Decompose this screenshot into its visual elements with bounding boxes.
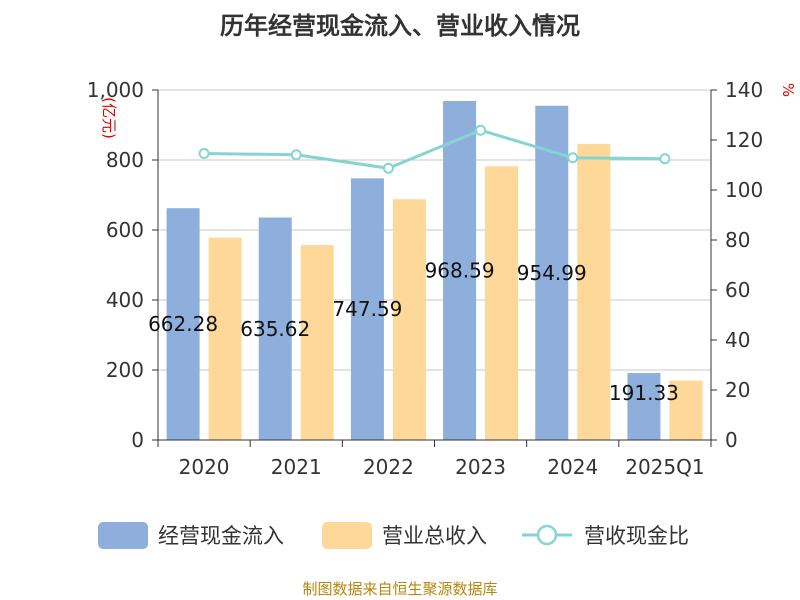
left-axis-tick-label: 800 bbox=[106, 148, 144, 172]
left-axis-tick-label: 200 bbox=[106, 358, 144, 382]
x-axis-tick-label: 2021 bbox=[271, 455, 322, 479]
x-axis-tick-label: 2023 bbox=[455, 455, 506, 479]
legend-swatch-营业总收入 bbox=[322, 522, 372, 549]
line-point-2023 bbox=[475, 124, 487, 136]
bar-经营现金流入-2021 bbox=[258, 217, 292, 440]
bar-营业总收入-2023 bbox=[485, 166, 519, 441]
ratio-line bbox=[198, 124, 671, 174]
data-label-2020: 662.28 bbox=[148, 312, 218, 336]
bar-营业总收入-2020 bbox=[208, 237, 242, 440]
data-label-2023: 968.59 bbox=[425, 258, 495, 282]
right-axis-tick-label: 80 bbox=[725, 228, 750, 252]
right-axis-tick-label: 100 bbox=[725, 178, 763, 202]
right-axis-tick-label: 40 bbox=[725, 328, 750, 352]
right-axis-tick-label: 140 bbox=[725, 78, 763, 102]
data-labels: 662.28 635.62 747.59 968.59 954.99 191.33 bbox=[148, 258, 679, 405]
right-axis-tick-label: 0 bbox=[725, 428, 738, 452]
legend: 经营现金流入 营业总收入 营收现金比 bbox=[98, 522, 689, 549]
legend-label: 营业总收入 bbox=[382, 524, 487, 548]
x-axis-tick-label: 2025Q1 bbox=[625, 455, 704, 479]
line-point-2020 bbox=[198, 148, 210, 159]
right-axis-tick-label: 120 bbox=[725, 128, 763, 152]
series-line-营收现金比 bbox=[204, 128, 665, 170]
left-axis-tick-label: 400 bbox=[106, 288, 144, 312]
data-label-2024: 954.99 bbox=[517, 261, 587, 285]
axes: 0 200 400 600 800 1,000 0 20 40 60 80 100 120 140 2020… bbox=[87, 78, 763, 479]
bar-营业总收入-2021 bbox=[300, 245, 334, 440]
bars bbox=[166, 100, 703, 441]
grid-lines bbox=[158, 89, 711, 371]
legend-label: 营收现金比 bbox=[584, 524, 689, 548]
data-label-2025Q1: 191.33 bbox=[609, 381, 679, 405]
bar-经营现金流入-2022 bbox=[350, 178, 384, 440]
x-axis-tick-label: 2020 bbox=[179, 455, 230, 479]
data-label-2022: 747.59 bbox=[332, 297, 402, 321]
right-axis-tick-label: 60 bbox=[725, 278, 750, 302]
legend-label: 经营现金流入 bbox=[158, 524, 284, 548]
left-axis-tick-label: 600 bbox=[106, 218, 144, 242]
data-label-2021: 635.62 bbox=[240, 317, 310, 341]
left-axis-tick-label: 1,000 bbox=[87, 78, 144, 102]
bar-营业总收入-2022 bbox=[392, 199, 426, 440]
legend-marker bbox=[536, 524, 558, 546]
left-axis-unit: (亿元) bbox=[100, 97, 118, 139]
line-point-2022 bbox=[382, 162, 394, 174]
x-axis-tick-label: 2022 bbox=[363, 455, 414, 479]
line-point-2021 bbox=[290, 149, 302, 161]
line-point-2024 bbox=[567, 152, 579, 164]
right-axis-unit: % bbox=[779, 83, 797, 97]
data-source: 制图数据来自恒生聚源数据库 bbox=[302, 580, 497, 598]
bar-经营现金流入-2023 bbox=[443, 100, 477, 440]
bar-营业总收入-2024 bbox=[577, 143, 611, 440]
bar-经营现金流入-2025Q1 bbox=[627, 373, 661, 440]
left-axis-tick-label: 0 bbox=[131, 428, 144, 452]
bar-经营现金流入-2024 bbox=[535, 105, 569, 440]
bar-营业总收入-2025Q1 bbox=[669, 380, 703, 440]
line-point-2025Q1 bbox=[659, 153, 671, 165]
bar-经营现金流入-2020 bbox=[166, 208, 200, 440]
right-axis-tick-label: 20 bbox=[725, 378, 750, 402]
chart-title: 历年经营现金流入、营业收入情况 bbox=[220, 12, 580, 40]
x-axis-tick-label: 2024 bbox=[547, 455, 598, 479]
legend-swatch-经营现金流入 bbox=[98, 522, 148, 549]
